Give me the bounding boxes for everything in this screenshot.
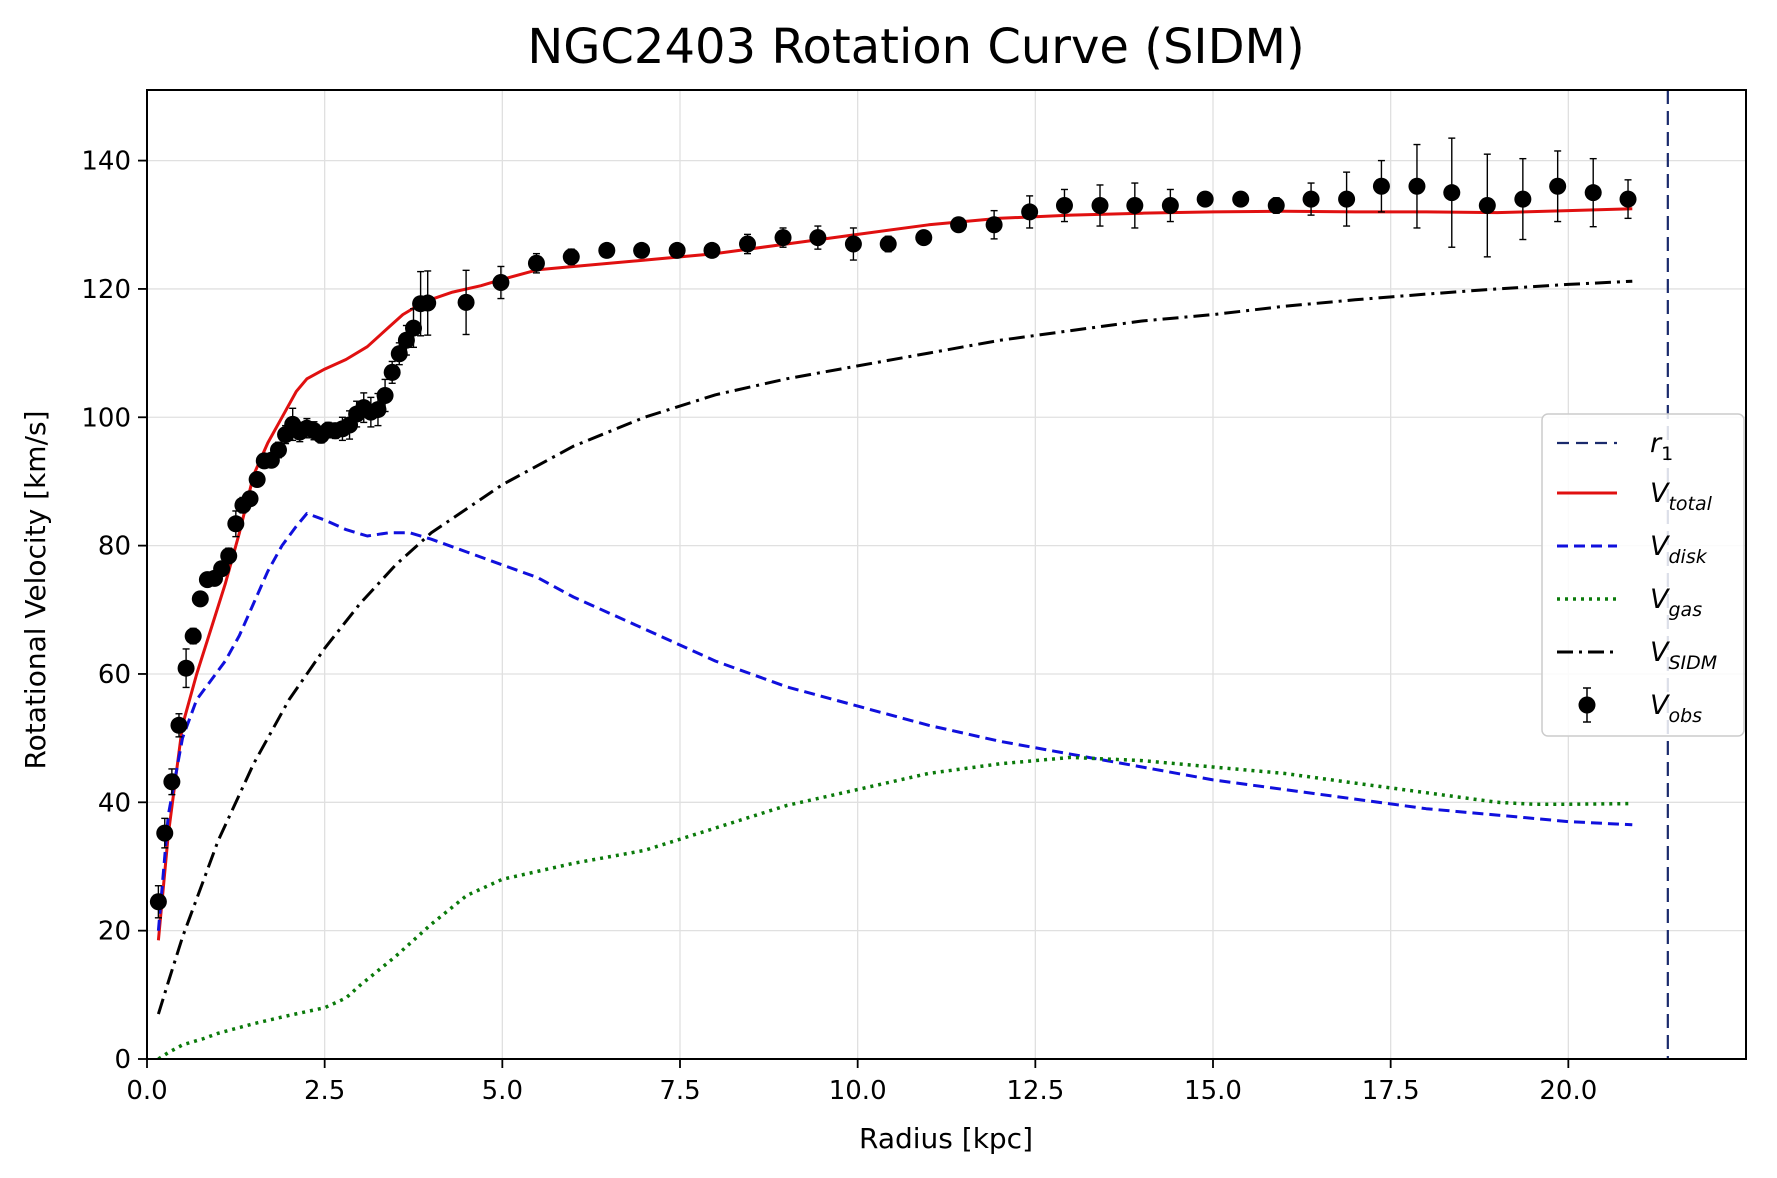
x-axis-label: Radius [kpc] [859,1122,1033,1155]
observed-point [1021,195,1039,229]
y-axis-label: Rotational Velocity [km/s] [19,410,52,769]
observed-point [915,229,933,247]
y-tick-label: 120 [81,275,131,305]
observed-point [1619,179,1637,220]
observed-point [1267,197,1285,215]
observed-point [1584,157,1602,228]
y-tick-label: 140 [81,147,131,177]
observed-point [376,378,394,413]
observed-point [527,252,545,274]
plot-frame [146,89,1747,1060]
observed-point [419,270,437,336]
observed-point [457,269,475,336]
observed-point [383,360,401,384]
observed-point [149,885,167,919]
observed-point [191,590,209,608]
observed-point [1514,157,1532,241]
observed-point [1302,182,1320,216]
y-axis-ticks: 0 20 40 60 80 100 120 140 [81,147,147,1075]
observed-point [405,308,422,349]
x-tick-label: 15.0 [1184,1076,1242,1106]
x-tick-label: 17.5 [1362,1076,1420,1106]
observed-point [739,233,757,255]
y-tick-label: 80 [98,532,131,562]
grid [146,90,1746,1060]
legend-vobs-swatch [1578,687,1596,723]
series-vgas-line [157,755,1633,1059]
x-tick-label: 7.5 [659,1076,700,1106]
x-axis-ticks: 0.0 2.5 5.0 7.5 10.0 12.5 15.0 17.5 20.0 [126,1059,1597,1106]
x-tick-label: 20.0 [1539,1076,1597,1106]
observed-point [844,227,862,261]
observed-point [879,235,897,253]
observed-point [390,342,408,366]
observed-point [1232,190,1250,208]
observed-point [213,560,231,578]
observed-point [177,648,195,689]
observed-point [950,216,968,234]
observed-point [156,817,174,849]
x-tick-label: 0.0 [126,1076,167,1106]
observed-point [227,510,245,538]
observed-point [241,490,259,508]
legend-box [1541,413,1745,737]
observed-point [269,441,287,459]
x-tick-label: 2.5 [304,1076,345,1106]
observed-point [1478,153,1496,258]
observed-points [149,137,1637,919]
observed-point [598,241,616,259]
observed-point [703,241,721,259]
observed-point [1196,190,1214,208]
y-tick-label: 100 [81,403,131,433]
x-tick-label: 5.0 [482,1076,523,1106]
observed-point [668,241,686,259]
x-tick-label: 12.5 [1006,1076,1064,1106]
observed-point [248,471,266,489]
y-tick-label: 0 [114,1045,131,1075]
observed-point [809,225,827,250]
observed-point [1443,137,1461,248]
observed-point [1338,171,1356,227]
y-tick-label: 20 [98,917,131,947]
observed-point [1055,188,1073,223]
observed-point [774,227,792,248]
observed-point [985,209,1003,240]
observed-point [1091,184,1109,227]
observed-point [220,547,238,565]
observed-point [562,248,580,266]
plot-area [156,90,1669,1059]
chart-title: NGC2403 Rotation Curve (SIDM) [527,19,1304,75]
legend: r1 Vtotal Vdisk Vgas VSIDM Vobs [1541,413,1745,737]
observed-point [633,241,651,259]
observed-point [1161,188,1179,223]
observed-point [163,768,181,796]
legend-vtotal-label: Vtotal [1650,478,1713,515]
observed-point [1126,182,1144,229]
series-vsidm-line [156,279,1633,1015]
series-vdisk-line [156,512,1633,931]
y-tick-label: 40 [98,788,131,818]
observed-point [1408,143,1426,229]
observed-point [170,713,188,738]
observed-point [1549,150,1567,223]
observed-point [1372,159,1390,213]
observed-point [492,265,510,300]
observed-point [184,627,202,645]
series-vtotal-line [156,207,1633,941]
y-tick-label: 60 [98,660,131,690]
x-tick-label: 10.0 [829,1076,887,1106]
